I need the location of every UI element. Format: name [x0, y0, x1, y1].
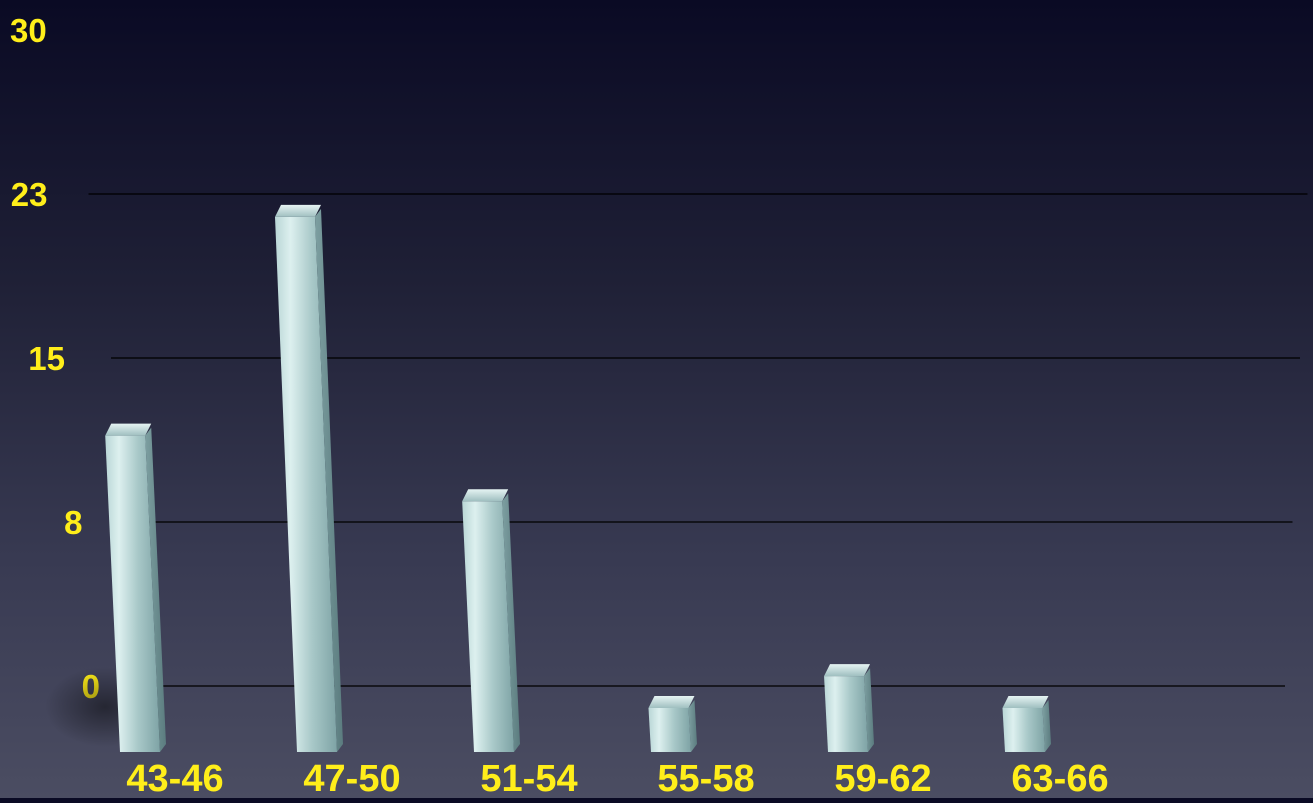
x-tick-label: 43-46: [126, 758, 223, 798]
grid-layer: [88, 193, 1308, 687]
bar: [648, 696, 697, 752]
x-tick-label: 63-66: [1011, 758, 1108, 798]
bar: [1002, 696, 1051, 752]
x-tick-label: 51-54: [480, 758, 577, 798]
x-tick-label: 55-58: [657, 758, 754, 798]
bar: [462, 489, 520, 752]
y-tick-label: 30: [10, 12, 47, 49]
bar: [45, 423, 166, 752]
y-tick-label: 23: [11, 176, 48, 213]
x-tick-label: 59-62: [834, 758, 931, 798]
bars: [45, 204, 1051, 752]
bar: [275, 204, 343, 752]
y-tick-label: 15: [28, 340, 65, 377]
x-axis: 43-46 47-50 51-54 55-58 59-62 63-66: [126, 758, 1108, 800]
x-tick-label: 47-50: [303, 758, 400, 798]
y-axis: 08152330: [10, 12, 100, 705]
y-tick-label: 8: [64, 504, 82, 541]
bar: [824, 664, 874, 752]
